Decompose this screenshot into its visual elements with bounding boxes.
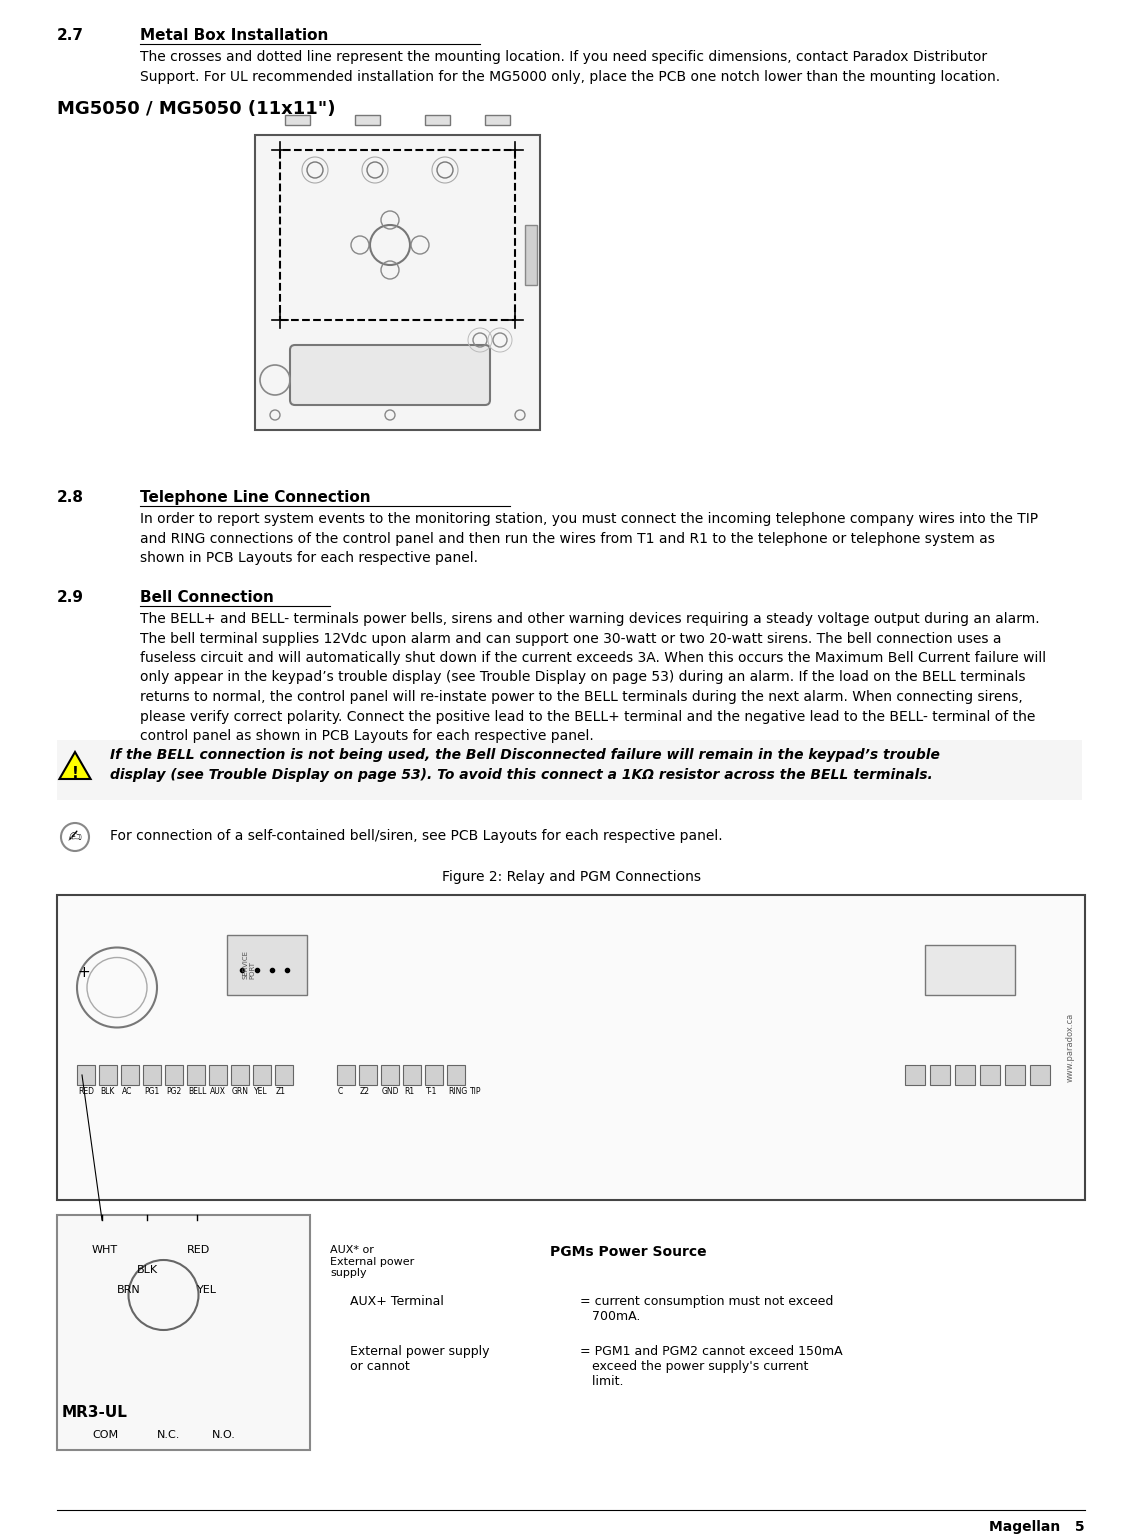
Text: R1: R1 — [404, 1087, 415, 1096]
Text: The crosses and dotted line represent the mounting location. If you need specifi: The crosses and dotted line represent th… — [140, 49, 1000, 83]
Text: N.O.: N.O. — [212, 1430, 236, 1441]
Bar — [254, 1065, 271, 1085]
Bar — [925, 945, 1015, 996]
Text: N.C.: N.C. — [156, 1430, 180, 1441]
Bar — [286, 115, 309, 125]
Text: External power supply
or cannot: External power supply or cannot — [349, 1345, 490, 1373]
Bar — [525, 225, 537, 285]
Bar — [209, 1065, 227, 1085]
Text: Telephone Line Connection: Telephone Line Connection — [140, 489, 371, 505]
Text: TIP: TIP — [471, 1087, 482, 1096]
Text: Magellan   5: Magellan 5 — [989, 1521, 1085, 1534]
Bar — [337, 1065, 355, 1085]
Bar — [187, 1065, 206, 1085]
Text: RED: RED — [187, 1245, 210, 1254]
Text: BLK: BLK — [137, 1265, 158, 1274]
Text: +: + — [77, 965, 90, 980]
Text: BELL: BELL — [188, 1087, 207, 1096]
Text: PGMs Power Source: PGMs Power Source — [550, 1245, 707, 1259]
Text: Figure 2: Relay and PGM Connections: Figure 2: Relay and PGM Connections — [442, 870, 700, 883]
Bar — [980, 1065, 1000, 1085]
Text: MR3-UL: MR3-UL — [62, 1405, 128, 1420]
Bar — [57, 896, 1085, 1200]
Text: SERVICE
PORT: SERVICE PORT — [242, 950, 255, 979]
Text: = PGM1 and PGM2 cannot exceed 150mA
   exceed the power supply's current
   limi: = PGM1 and PGM2 cannot exceed 150mA exce… — [580, 1345, 843, 1388]
Bar — [955, 1065, 975, 1085]
Bar — [255, 135, 540, 429]
Text: GND: GND — [383, 1087, 400, 1096]
Text: BRN: BRN — [116, 1285, 140, 1294]
Text: YEL: YEL — [254, 1087, 267, 1096]
Text: C: C — [338, 1087, 344, 1096]
Text: YEL: YEL — [198, 1285, 217, 1294]
Text: The BELL+ and BELL- terminals power bells, sirens and other warning devices requ: The BELL+ and BELL- terminals power bell… — [140, 613, 1046, 743]
Bar — [381, 1065, 399, 1085]
Text: 2.9: 2.9 — [57, 589, 85, 605]
Text: 2.8: 2.8 — [57, 489, 85, 505]
Text: COM: COM — [93, 1430, 118, 1441]
Bar — [930, 1065, 950, 1085]
Bar — [355, 115, 380, 125]
Text: !: ! — [72, 765, 79, 780]
Text: 2.7: 2.7 — [57, 28, 85, 43]
Bar — [99, 1065, 116, 1085]
Bar — [904, 1065, 925, 1085]
Text: BLK: BLK — [100, 1087, 114, 1096]
Bar — [57, 1214, 309, 1450]
Bar — [425, 115, 450, 125]
Text: In order to report system events to the monitoring station, you must connect the: In order to report system events to the … — [140, 512, 1038, 565]
Text: = current consumption must not exceed
   700mA.: = current consumption must not exceed 70… — [580, 1294, 834, 1324]
Text: Z1: Z1 — [276, 1087, 286, 1096]
Text: WHT: WHT — [93, 1245, 118, 1254]
Bar — [485, 115, 510, 125]
Text: ✍: ✍ — [69, 828, 82, 846]
Text: If the BELL connection is not being used, the Bell Disconnected failure will rem: If the BELL connection is not being used… — [110, 748, 940, 782]
Text: For connection of a self-contained bell/siren, see PCB Layouts for each respecti: For connection of a self-contained bell/… — [110, 830, 723, 843]
Text: T-1: T-1 — [426, 1087, 437, 1096]
Text: GRN: GRN — [232, 1087, 249, 1096]
Bar — [359, 1065, 377, 1085]
Bar — [121, 1065, 139, 1085]
Text: RING: RING — [448, 1087, 467, 1096]
Bar — [1030, 1065, 1049, 1085]
Text: Bell Connection: Bell Connection — [140, 589, 274, 605]
Bar — [57, 740, 1081, 800]
Bar — [164, 1065, 183, 1085]
Text: MG5050 / MG5050 (11x11"): MG5050 / MG5050 (11x11") — [57, 100, 336, 119]
Text: Metal Box Installation: Metal Box Installation — [140, 28, 329, 43]
Bar — [143, 1065, 161, 1085]
Bar — [280, 149, 515, 320]
Text: AUX* or
External power
supply: AUX* or External power supply — [330, 1245, 415, 1279]
Text: www.paradox.ca: www.paradox.ca — [1065, 1013, 1075, 1082]
Bar — [447, 1065, 465, 1085]
Text: AC: AC — [122, 1087, 132, 1096]
Bar — [1005, 1065, 1026, 1085]
Text: AUX: AUX — [210, 1087, 226, 1096]
Bar — [231, 1065, 249, 1085]
Text: PG1: PG1 — [144, 1087, 159, 1096]
Bar — [227, 936, 307, 996]
Bar — [275, 1065, 293, 1085]
Bar — [425, 1065, 443, 1085]
Bar — [403, 1065, 421, 1085]
Text: AUX+ Terminal: AUX+ Terminal — [349, 1294, 444, 1308]
Text: PG2: PG2 — [166, 1087, 182, 1096]
FancyBboxPatch shape — [290, 345, 490, 405]
Text: RED: RED — [78, 1087, 94, 1096]
Text: Z2: Z2 — [360, 1087, 370, 1096]
Bar — [77, 1065, 95, 1085]
